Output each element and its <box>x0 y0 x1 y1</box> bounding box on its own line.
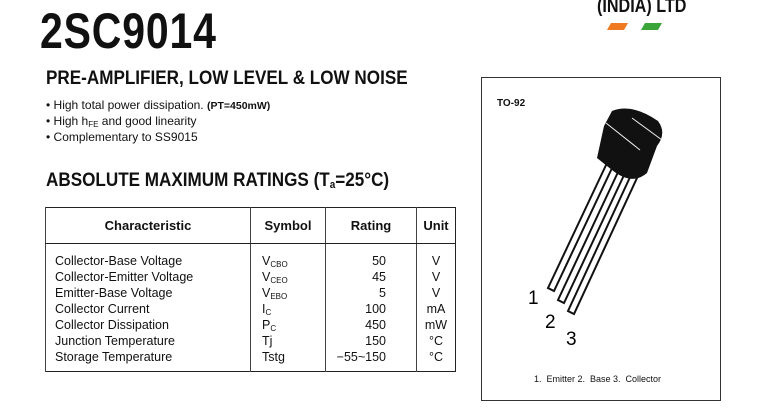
pin-label: 3 <box>566 329 577 350</box>
feature-item: • High hFE and good linearity <box>46 114 197 129</box>
unit-cell: °C <box>416 333 456 349</box>
header-symbol: Symbol <box>250 207 326 244</box>
package-diagram: TO-92 1 2 3 1. Emitter 2. Base 3. Collec… <box>481 77 721 401</box>
table-row: Collector Dissipation PC 450 mW <box>45 317 456 333</box>
symbol-cell: PC <box>250 317 326 333</box>
symbol-cell: VCBO <box>250 243 326 269</box>
unit-cell: mW <box>416 317 456 333</box>
rating-cell: 150 <box>325 333 417 349</box>
table-row: Emitter-Base Voltage VEBO 5 V <box>45 285 456 301</box>
rating-cell: 45 <box>325 269 417 285</box>
symbol-cell: Tj <box>250 333 326 349</box>
rating-cell: 50 <box>325 243 417 269</box>
unit-cell: V <box>416 243 456 269</box>
characteristic-cell: Collector Dissipation <box>45 317 251 333</box>
header-rating: Rating <box>325 207 417 244</box>
lead-3 <box>566 173 639 316</box>
table-row: Junction Temperature Tj 150 °C <box>45 333 456 349</box>
rating-cell: 5 <box>325 285 417 301</box>
rating-cell: 450 <box>325 317 417 333</box>
logo-orange-stripe <box>606 23 629 30</box>
characteristic-cell: Emitter-Base Voltage <box>45 285 251 301</box>
pin-caption: 1. Emitter 2. Base 3. Collector <box>534 374 662 384</box>
symbol-cell: IC <box>250 301 326 317</box>
logo-green-stripe <box>640 23 663 30</box>
rating-cell: 100 <box>325 301 417 317</box>
characteristic-cell: Collector-Base Voltage <box>45 243 251 269</box>
symbol-cell: VEBO <box>250 285 326 301</box>
characteristic-cell: Collector Current <box>45 301 251 317</box>
transistor-drawing: 1 2 3 <box>528 108 663 350</box>
table-row: Storage Temperature Tstg −55~150 °C <box>45 349 456 372</box>
unit-cell: °C <box>416 349 456 372</box>
transistor-body <box>597 108 663 179</box>
company-logo-text: (INDIA) LTD <box>597 0 687 17</box>
subtitle: PRE-AMPLIFIER, LOW LEVEL & LOW NOISE <box>46 68 408 89</box>
characteristic-cell: Junction Temperature <box>45 333 251 349</box>
header-characteristic: Characteristic <box>45 207 251 244</box>
table-row: Collector-Emitter Voltage VCEO 45 V <box>45 269 456 285</box>
ratings-heading: ABSOLUTE MAXIMUM RATINGS (Ta=25°C) <box>46 170 390 191</box>
ratings-table: Characteristic Symbol Rating Unit Collec… <box>45 207 456 372</box>
characteristic-cell: Collector-Emitter Voltage <box>45 269 251 285</box>
header-unit: Unit <box>416 207 456 244</box>
symbol-cell: Tstg <box>250 349 326 372</box>
lead-1 <box>546 161 615 293</box>
unit-cell: V <box>416 285 456 301</box>
table-row: Collector Current IC 100 mA <box>45 301 456 317</box>
pin-label: 2 <box>545 312 556 333</box>
transistor-leads <box>546 161 639 316</box>
lead-2 <box>556 168 627 305</box>
part-number-title: 2SC9014 <box>40 3 217 59</box>
characteristic-cell: Storage Temperature <box>45 349 251 372</box>
feature-item: • Complementary to SS9015 <box>46 130 198 144</box>
table-header-row: Characteristic Symbol Rating Unit <box>45 207 456 244</box>
rating-cell: −55~150 <box>325 349 417 372</box>
feature-item: • High total power dissipation. (PT=450m… <box>46 98 271 112</box>
package-name: TO-92 <box>497 98 526 109</box>
pin-label: 1 <box>528 288 539 309</box>
table-row: Collector-Base Voltage VCBO 50 V <box>45 243 456 269</box>
symbol-cell: VCEO <box>250 269 326 285</box>
unit-cell: V <box>416 269 456 285</box>
unit-cell: mA <box>416 301 456 317</box>
